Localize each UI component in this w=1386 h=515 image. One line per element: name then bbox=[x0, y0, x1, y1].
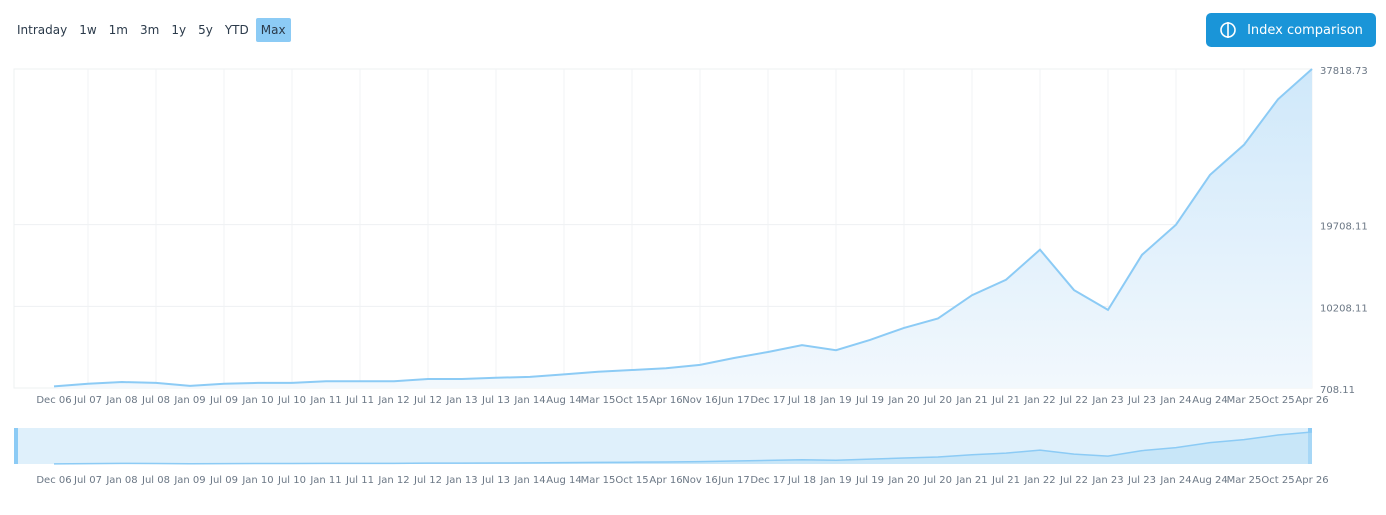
navigator-tick-label: Jan 24 bbox=[1159, 475, 1191, 486]
navigator-tick-label: Oct 15 bbox=[615, 475, 648, 486]
range-button[interactable]: 1m bbox=[108, 23, 128, 37]
navigator-tick-label: Jan 08 bbox=[105, 475, 137, 486]
x-tick-label: Aug 24 bbox=[1192, 395, 1227, 406]
navigator-tick-label: Jul 11 bbox=[345, 475, 374, 486]
x-tick-label: Aug 14 bbox=[546, 395, 581, 406]
x-tick-label: Mar 25 bbox=[1227, 395, 1262, 406]
x-tick-label: Jan 24 bbox=[1159, 395, 1191, 406]
navigator-tick-label: Jan 09 bbox=[173, 475, 205, 486]
navigator-tick-label: Apr 26 bbox=[1295, 475, 1328, 486]
compare-icon bbox=[1220, 22, 1236, 38]
navigator-tick-label: Jun 17 bbox=[717, 475, 750, 486]
x-tick-label: Jul 18 bbox=[787, 395, 816, 406]
navigator-tick-label: Jan 12 bbox=[377, 475, 409, 486]
price-line bbox=[53, 68, 1313, 388]
navigator-tick-label: Jul 22 bbox=[1059, 475, 1088, 486]
range-button[interactable]: 3m bbox=[140, 23, 160, 37]
navigator-tick-label: Jul 10 bbox=[277, 475, 306, 486]
x-tick-label: Dec 06 bbox=[36, 395, 71, 406]
x-tick-label: Jul 23 bbox=[1127, 395, 1156, 406]
navigator-line bbox=[53, 431, 1313, 465]
navigator-tick-label: Jan 14 bbox=[513, 475, 545, 486]
x-tick-label: Jul 12 bbox=[413, 395, 442, 406]
x-tick-label: Jul 08 bbox=[141, 395, 170, 406]
navigator-tick-label: Mar 15 bbox=[581, 475, 616, 486]
navigator-tick-label: Oct 25 bbox=[1261, 475, 1294, 486]
navigator-tick-label: Jan 13 bbox=[445, 475, 477, 486]
x-tick-label: Jul 09 bbox=[209, 395, 238, 406]
navigator-tick-label: Mar 25 bbox=[1227, 475, 1262, 486]
y-tick-label: 10208.11 bbox=[1320, 303, 1368, 314]
x-tick-label: Jan 23 bbox=[1091, 395, 1123, 406]
range-button[interactable]: Intraday bbox=[17, 23, 68, 37]
navigator-tick-label: Jul 08 bbox=[141, 475, 170, 486]
compare-label: Index comparison bbox=[1247, 22, 1363, 38]
area-fill bbox=[54, 69, 1312, 388]
x-tick-label: Jun 17 bbox=[717, 395, 750, 406]
navigator-tick-label: Jul 18 bbox=[787, 475, 816, 486]
x-tick-label: Jan 12 bbox=[377, 395, 409, 406]
x-tick-label: Nov 16 bbox=[682, 395, 717, 406]
navigator-tick-label: Jul 21 bbox=[991, 475, 1020, 486]
navigator-tick-label: Jul 12 bbox=[413, 475, 442, 486]
x-tick-label: Oct 15 bbox=[615, 395, 648, 406]
y-tick-label: 19708.11 bbox=[1320, 222, 1368, 233]
x-tick-label: Jan 09 bbox=[173, 395, 205, 406]
range-button[interactable]: 1y bbox=[171, 23, 187, 37]
x-tick-label: Mar 15 bbox=[581, 395, 616, 406]
x-tick-label: Jan 13 bbox=[445, 395, 477, 406]
x-tick-label: Jan 22 bbox=[1023, 395, 1055, 406]
range-button[interactable]: YTD bbox=[224, 23, 249, 37]
navigator-tick-label: Jan 11 bbox=[309, 475, 341, 486]
navigator-tick-label: Nov 16 bbox=[682, 475, 717, 486]
x-tick-label: Jan 10 bbox=[241, 395, 273, 406]
navigator-tick-label: Jul 23 bbox=[1127, 475, 1156, 486]
navigator-tick-label: Aug 14 bbox=[546, 475, 581, 486]
x-tick-label: Jan 19 bbox=[819, 395, 851, 406]
x-tick-label: Jul 20 bbox=[923, 395, 952, 406]
x-tick-label: Jan 14 bbox=[513, 395, 545, 406]
x-tick-label: Jul 07 bbox=[73, 395, 102, 406]
navigator-tick-label: Apr 16 bbox=[649, 475, 682, 486]
navigator-tick-label: Dec 17 bbox=[750, 475, 785, 486]
navigator-tick-label: Dec 06 bbox=[36, 475, 71, 486]
x-tick-label: Apr 16 bbox=[649, 395, 682, 406]
navigator-tick-label: Jul 20 bbox=[923, 475, 952, 486]
x-tick-label: Jan 11 bbox=[309, 395, 341, 406]
navigator-area bbox=[54, 432, 1312, 464]
x-tick-label: Apr 26 bbox=[1295, 395, 1328, 406]
navigator-tick-label: Jan 19 bbox=[819, 475, 851, 486]
x-tick-label: Jul 13 bbox=[481, 395, 510, 406]
range-buttons: Intraday 1w 1m 3m 1y 5y YTD Max bbox=[12, 18, 291, 42]
x-tick-label: Oct 25 bbox=[1261, 395, 1294, 406]
y-tick-label: 708.11 bbox=[1320, 385, 1355, 396]
range-button[interactable]: 1w bbox=[79, 23, 97, 37]
navigator-tick-label: Jul 07 bbox=[73, 475, 102, 486]
x-tick-label: Jul 10 bbox=[277, 395, 306, 406]
navigator-tick-label: Aug 24 bbox=[1192, 475, 1227, 486]
navigator-tick-label: Jan 22 bbox=[1023, 475, 1055, 486]
x-tick-label: Jan 20 bbox=[887, 395, 919, 406]
navigator-tick-label: Jan 23 bbox=[1091, 475, 1123, 486]
x-tick-label: Jul 19 bbox=[855, 395, 884, 406]
navigator-handle[interactable] bbox=[14, 428, 18, 464]
x-tick-label: Jul 21 bbox=[991, 395, 1020, 406]
x-tick-label: Jan 08 bbox=[105, 395, 137, 406]
navigator-tick-label: Jul 09 bbox=[209, 475, 238, 486]
x-tick-label: Jan 21 bbox=[955, 395, 987, 406]
range-button[interactable]: Max bbox=[255, 18, 291, 42]
navigator-tick-label: Jul 19 bbox=[855, 475, 884, 486]
navigator-tick-label: Jul 13 bbox=[481, 475, 510, 486]
x-tick-label: Dec 17 bbox=[750, 395, 785, 406]
navigator-tick-label: Jan 10 bbox=[241, 475, 273, 486]
index-comparison-button[interactable]: Index comparison bbox=[1206, 13, 1376, 47]
range-button[interactable]: 5y bbox=[198, 23, 213, 37]
x-tick-label: Jul 22 bbox=[1059, 395, 1088, 406]
x-tick-label: Jul 11 bbox=[345, 395, 374, 406]
navigator-tick-label: Jan 20 bbox=[887, 475, 919, 486]
navigator-tick-label: Jan 21 bbox=[955, 475, 987, 486]
y-tick-label: 37818.73 bbox=[1320, 66, 1368, 77]
